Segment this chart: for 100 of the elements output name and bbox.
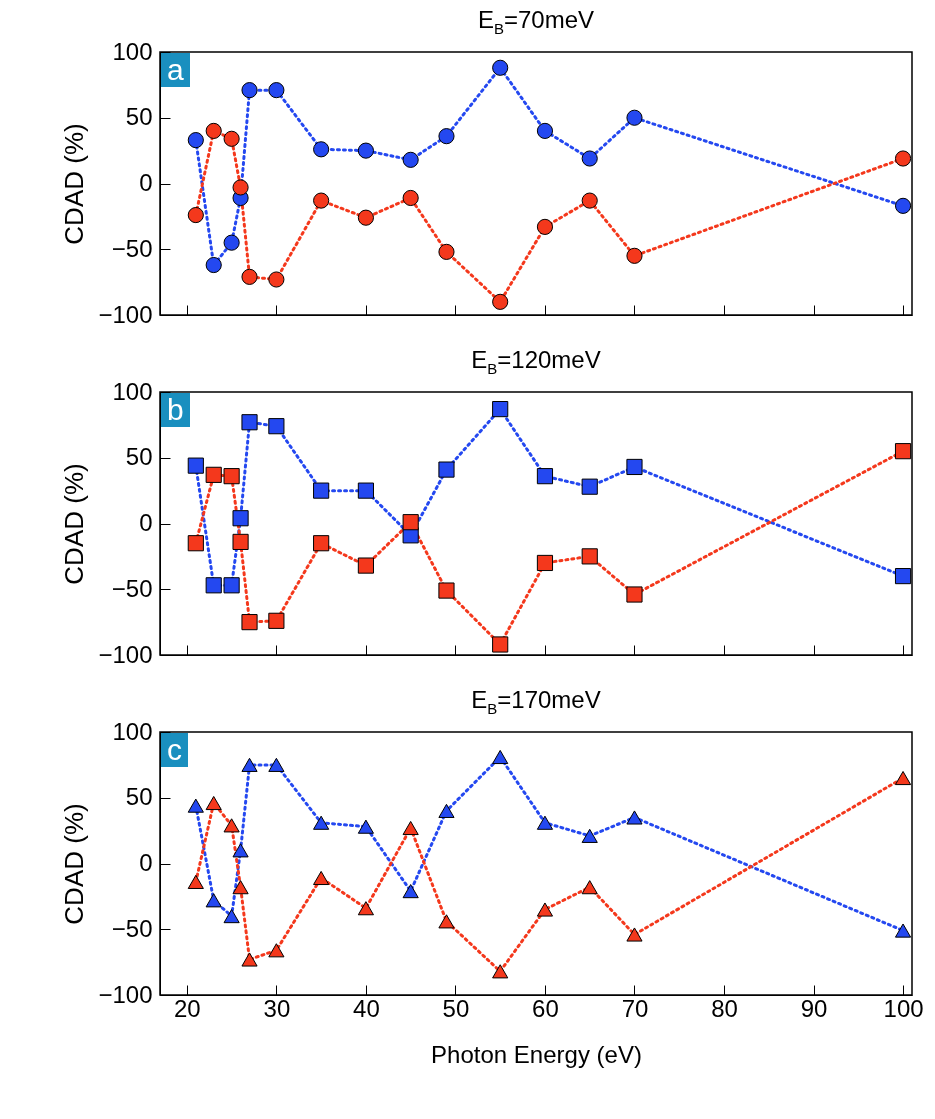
point bbox=[223, 577, 240, 594]
point bbox=[357, 209, 374, 226]
point bbox=[438, 461, 455, 478]
point bbox=[232, 880, 249, 895]
point bbox=[268, 612, 285, 629]
x-tick-label: 60 bbox=[532, 994, 559, 1022]
y-axis-title: CDAD (%) bbox=[59, 463, 90, 585]
y-tick-label: −100 bbox=[98, 640, 153, 668]
point bbox=[894, 770, 912, 786]
chart-title: E$_{B}$=70meV bbox=[476, 5, 596, 39]
point bbox=[492, 401, 509, 418]
y-tick-label: 0 bbox=[139, 509, 153, 536]
point bbox=[187, 206, 204, 224]
point bbox=[241, 268, 258, 285]
point bbox=[438, 243, 455, 260]
point bbox=[357, 482, 374, 499]
point bbox=[626, 247, 643, 264]
point bbox=[402, 820, 419, 836]
point bbox=[536, 468, 554, 485]
point bbox=[581, 828, 598, 843]
point bbox=[205, 795, 222, 811]
point bbox=[581, 192, 598, 209]
y-tick-label: 0 bbox=[139, 849, 153, 876]
point bbox=[313, 192, 330, 209]
point bbox=[205, 122, 222, 139]
point bbox=[205, 577, 222, 594]
point bbox=[268, 418, 285, 435]
y-tick-label: 50 bbox=[125, 783, 153, 811]
point bbox=[402, 151, 419, 168]
annotation: b bbox=[161, 393, 190, 427]
y-axis-title: CDAD (%) bbox=[59, 803, 90, 925]
y-tick-label: −50 bbox=[111, 574, 153, 602]
chart-title: E$_{B}$=170meV bbox=[470, 685, 602, 719]
y-tick-label: −100 bbox=[98, 980, 153, 1008]
y-tick-label: 100 bbox=[112, 37, 153, 65]
chart-title: E$_{B}$=120meV bbox=[470, 345, 602, 379]
point bbox=[626, 586, 643, 603]
point bbox=[313, 482, 330, 499]
x-tick-label: 100 bbox=[883, 994, 924, 1022]
point bbox=[205, 466, 222, 483]
point bbox=[357, 142, 374, 159]
y-axis-title: CDAD (%) bbox=[59, 123, 90, 245]
point bbox=[626, 810, 643, 825]
point bbox=[313, 870, 330, 886]
y-tick-label: 50 bbox=[125, 443, 153, 471]
point bbox=[438, 914, 455, 929]
point bbox=[492, 59, 509, 76]
point bbox=[894, 443, 912, 460]
point bbox=[894, 150, 912, 167]
point bbox=[223, 234, 240, 251]
point bbox=[626, 109, 643, 126]
point bbox=[232, 510, 249, 527]
point bbox=[492, 636, 509, 653]
point bbox=[313, 535, 330, 552]
point bbox=[205, 893, 222, 908]
point bbox=[268, 757, 285, 772]
point bbox=[438, 128, 455, 145]
point bbox=[187, 132, 204, 149]
y-tick-label: 100 bbox=[112, 377, 153, 405]
point bbox=[241, 952, 258, 967]
point bbox=[205, 256, 222, 274]
point bbox=[536, 554, 554, 572]
point bbox=[626, 458, 643, 476]
point bbox=[223, 909, 240, 924]
point bbox=[492, 749, 509, 765]
point bbox=[313, 141, 330, 158]
point bbox=[581, 478, 598, 495]
point bbox=[581, 548, 598, 565]
point bbox=[357, 901, 374, 916]
point bbox=[536, 122, 554, 139]
point bbox=[268, 82, 285, 99]
x-tick-label: 80 bbox=[711, 994, 738, 1022]
point bbox=[536, 218, 554, 235]
annotation: c bbox=[161, 733, 188, 767]
point bbox=[402, 514, 419, 531]
point bbox=[581, 150, 598, 167]
point bbox=[357, 819, 374, 834]
x-axis-title: Photon Energy (eV) bbox=[431, 1040, 642, 1068]
y-tick-label: −50 bbox=[111, 914, 153, 942]
point bbox=[241, 614, 258, 631]
point bbox=[492, 964, 509, 979]
point bbox=[402, 189, 419, 207]
point bbox=[626, 927, 643, 942]
point bbox=[241, 82, 258, 99]
point bbox=[268, 943, 285, 958]
y-tick-label: 100 bbox=[112, 717, 153, 745]
point bbox=[223, 130, 240, 147]
point bbox=[241, 414, 258, 431]
point bbox=[536, 815, 554, 830]
point bbox=[438, 803, 455, 818]
point bbox=[894, 923, 912, 938]
point bbox=[223, 468, 240, 485]
x-tick-label: 30 bbox=[263, 994, 291, 1022]
x-tick-label: 50 bbox=[442, 994, 470, 1022]
point bbox=[894, 197, 912, 214]
point bbox=[268, 271, 285, 288]
point bbox=[187, 798, 204, 813]
x-tick-label: 20 bbox=[174, 994, 201, 1022]
point bbox=[313, 815, 330, 830]
point bbox=[402, 884, 419, 899]
